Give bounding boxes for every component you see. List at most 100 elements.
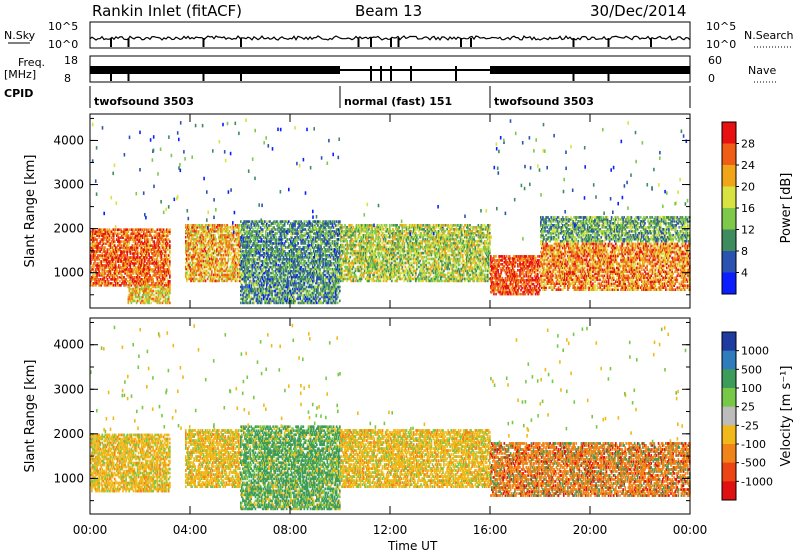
power-echo-cell (305, 266, 307, 269)
power-echo-cell (319, 220, 321, 223)
power-echo-cell (169, 228, 171, 231)
nsky-dip (650, 38, 652, 47)
power-echo-cell (96, 238, 98, 241)
power-echo-cell (314, 286, 316, 289)
power-echo-cell (331, 258, 333, 261)
power-echo-cell (220, 254, 222, 257)
power-echo-cell (105, 280, 107, 283)
power-echo-cell (309, 290, 311, 293)
power-echo-cell (334, 220, 336, 223)
power-echo-cell (306, 286, 308, 289)
power-echo-cell (153, 240, 155, 243)
power-echo-cell (169, 270, 171, 273)
power-echo-cell (160, 302, 162, 305)
power-echo-cell (250, 280, 252, 283)
power-echoes (90, 119, 691, 305)
date-title: 30/Dec/2014 (590, 2, 686, 20)
power-echo-cell (169, 280, 171, 283)
power-echo-cell (114, 240, 116, 243)
power-echo-cell (235, 274, 237, 277)
freq-tick-bottom: 8 (64, 72, 71, 85)
nsky-dip (460, 38, 462, 47)
power-echo-cell (169, 302, 171, 305)
power-echo-cell (248, 224, 250, 227)
freq-dip (573, 66, 575, 81)
power-echo-cell (318, 282, 320, 285)
power-echo-cell (254, 302, 256, 305)
freq-trace (90, 66, 690, 81)
freq-dip (240, 66, 242, 81)
power-echo-cell (267, 262, 269, 265)
power-echo-cell (158, 260, 160, 263)
nsky-dip (240, 38, 242, 47)
power-echo-cell (269, 298, 271, 301)
power-echo-cell (216, 280, 218, 283)
power-echo-cell (169, 260, 171, 263)
power-echo-cell (113, 284, 115, 287)
power-echo-cell (246, 284, 248, 287)
power-echo-cell (138, 252, 140, 255)
power-echo-cell (287, 238, 289, 241)
power-echo-cell (164, 230, 166, 233)
power-echo-cell (259, 284, 261, 287)
power-echo-cell (205, 280, 207, 283)
power-echo-cell (293, 252, 295, 255)
power-echo-cell (288, 220, 290, 223)
power-echo-cell (295, 280, 297, 283)
power-echo-cell (137, 286, 139, 289)
nave-tick-bottom: 0 (708, 72, 715, 85)
power-echo-cell (169, 240, 171, 243)
power-echo-cell (118, 228, 120, 231)
power-echo-cell (263, 288, 265, 291)
power-echo-cell (139, 296, 141, 299)
freq-dip (380, 66, 382, 81)
power-echo-cell (169, 244, 171, 247)
power-echo-cell (230, 258, 232, 261)
power-echo-cell (222, 262, 224, 265)
freq-dip (608, 66, 610, 81)
power-echo-cell (266, 220, 268, 223)
power-echo-cell (234, 244, 236, 247)
power-echo-cell (216, 246, 218, 249)
freq-dip (410, 66, 412, 81)
power-echo-cell (297, 236, 299, 239)
power-echo-cell (270, 262, 272, 265)
power-echo-cell (169, 256, 171, 259)
power-echo-cell (149, 238, 151, 241)
power-echo-cell (297, 242, 299, 245)
nsky-dip (128, 38, 130, 47)
power-echo-cell (320, 300, 322, 303)
nsky-dip (470, 38, 472, 47)
power-echo-cell (237, 280, 239, 283)
power-echo-cell (285, 290, 287, 293)
power-echo-cell (215, 238, 217, 241)
power-echo-cell (203, 260, 205, 263)
power-echo-cell (124, 254, 126, 257)
power-echo-cell (258, 224, 260, 227)
nsky-dip (398, 38, 400, 47)
nsky-trace (90, 36, 690, 47)
freq-dip (128, 66, 130, 81)
nsky-dip (608, 38, 610, 47)
cpid-label: CPID (4, 87, 33, 100)
nsky-dip (358, 38, 360, 47)
power-echo-cell (120, 240, 122, 243)
power-echo-cell (250, 240, 252, 243)
power-echo-cell (214, 234, 216, 237)
power-echo-cell (116, 266, 118, 269)
power-echo-cell (330, 268, 332, 271)
power-echo-cell (152, 298, 154, 301)
power-echo-cell (248, 220, 250, 223)
power-echo-cell (100, 260, 102, 263)
nsky-dip (370, 38, 372, 47)
power-echo-cell (157, 228, 159, 231)
power-echo-cell (242, 286, 244, 289)
freq-dip (110, 66, 112, 81)
power-echo-cell (152, 286, 154, 289)
power-echo-cell (271, 290, 273, 293)
nsky-tick-top: 10^5 (48, 20, 78, 33)
power-echo-cell (222, 246, 224, 249)
